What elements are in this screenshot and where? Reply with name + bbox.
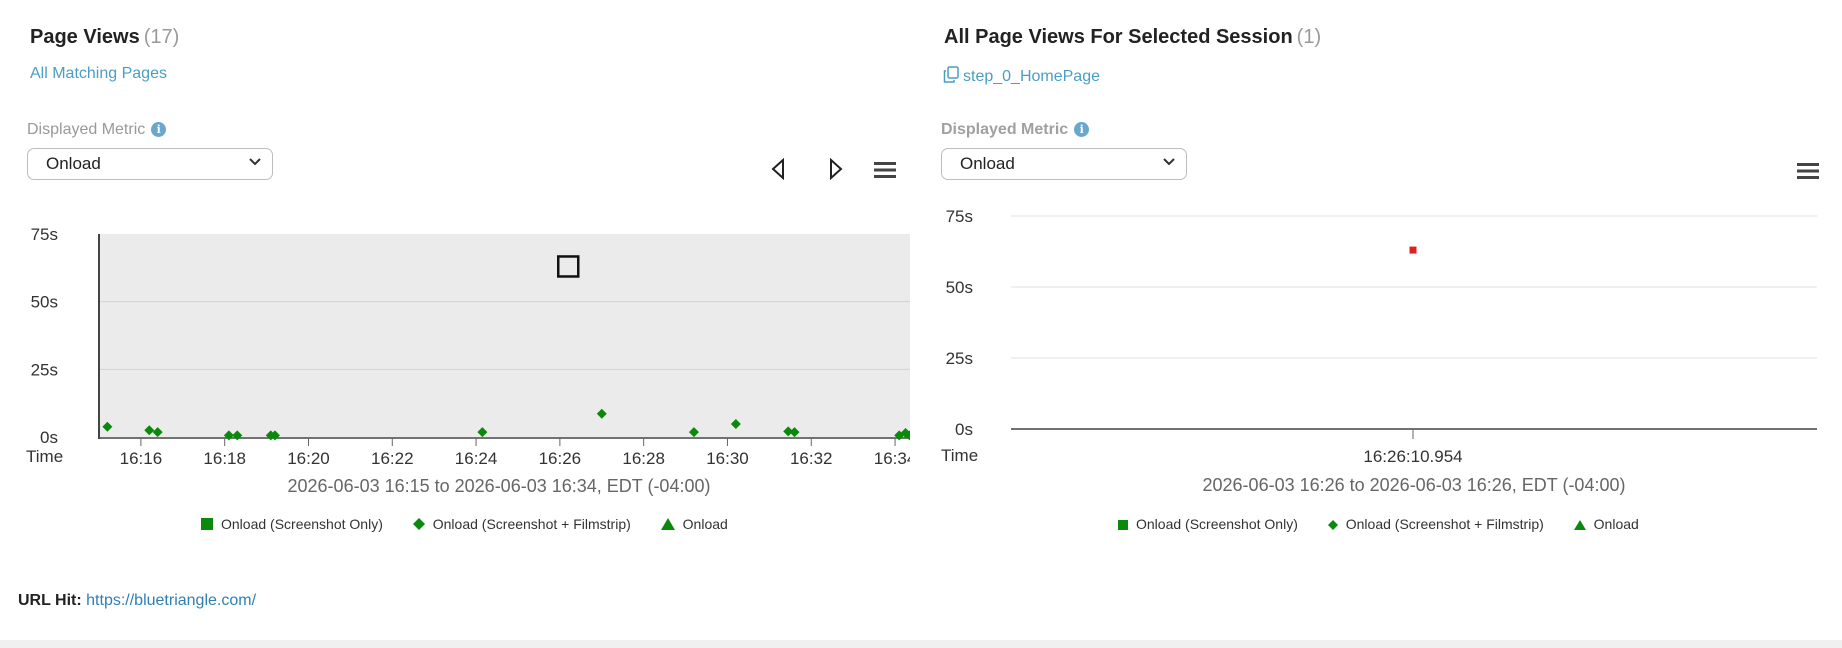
selected-data-point[interactable] (1409, 246, 1417, 254)
data-point-diamond[interactable] (152, 427, 163, 438)
session-page-views-count: (1) (1296, 26, 1322, 48)
legend-item-onload[interactable]: Onload (660, 516, 728, 532)
info-icon[interactable]: i (1074, 122, 1090, 137)
data-point-diamond[interactable] (904, 430, 910, 441)
legend-item-screenshot-filmstrip[interactable]: Onload (Screenshot + Filmstrip) (412, 516, 631, 532)
legend-label: Onload (Screenshot + Filmstrip) (1345, 516, 1544, 532)
y-tick-label: 0s (955, 420, 973, 439)
data-point-diamond[interactable] (223, 430, 234, 441)
diamond-marker-icon (1327, 520, 1338, 530)
x-tick-label: 16:24 (455, 449, 498, 468)
data-point-diamond[interactable] (596, 408, 607, 419)
page-views-title: Page Views (17) (30, 26, 179, 49)
selected-point-marker[interactable] (557, 255, 580, 278)
displayed-metric-label: Displayed Metric i (941, 121, 1090, 139)
all-matching-pages-link[interactable]: All Matching Pages (30, 65, 167, 82)
page-views-count: (17) (143, 26, 180, 48)
url-hit: URL Hit: https://bluetriangle.com/ (18, 592, 256, 610)
page-views-title-text: Page Views (30, 26, 140, 48)
x-tick-label: 16:32 (790, 449, 833, 468)
x-tick-label: 16:30 (706, 449, 749, 468)
step-link-text: step_0_HomePage (963, 68, 1100, 85)
legend-item-screenshot-only[interactable]: Onload (Screenshot Only) (201, 516, 383, 532)
data-point-diamond[interactable] (232, 430, 243, 441)
legend-item-screenshot-filmstrip[interactable]: Onload (Screenshot + Filmstrip) (1327, 516, 1544, 532)
page-views-panel: Page Views (17) All Matching Pages Displa… (0, 0, 910, 560)
triangle-marker-icon (1573, 520, 1586, 530)
next-arrow-icon[interactable] (828, 158, 844, 180)
x-axis-label: Time (26, 447, 63, 466)
x-tick-label: 16:26 (539, 449, 582, 468)
step-link[interactable]: step_0_HomePage (943, 66, 1100, 86)
data-point-diamond[interactable] (730, 419, 741, 430)
legend-item-screenshot-only[interactable]: Onload (Screenshot Only) (1118, 516, 1298, 532)
plot-band (99, 234, 910, 437)
legend-label: Onload (1593, 516, 1639, 532)
data-point-diamond[interactable] (144, 425, 155, 436)
previous-arrow-icon[interactable] (770, 158, 786, 180)
data-point-diamond[interactable] (269, 430, 280, 441)
triangle-marker-icon (660, 518, 675, 530)
legend-label: Onload (Screenshot + Filmstrip) (432, 516, 631, 532)
displayed-metric-label-text: Displayed Metric (27, 121, 146, 138)
y-tick-label: 75s (31, 225, 58, 244)
x-axis-label: Time (941, 446, 978, 465)
x-tick-label: 16:22 (371, 449, 414, 468)
displayed-metric-label-text: Displayed Metric (941, 121, 1069, 138)
chart-legend: Onload (Screenshot Only) Onload (Screens… (1118, 516, 1665, 532)
data-point-diamond[interactable] (102, 421, 113, 432)
displayed-metric-label: Displayed Metric i (27, 121, 167, 139)
x-tick-label: 16:18 (203, 449, 246, 468)
url-hit-label: URL Hit: (18, 592, 82, 609)
x-tick-label: 16:20 (287, 449, 330, 468)
x-tick-label: 16:28 (622, 449, 665, 468)
date-range-label: 2026-06-03 16:26 to 2026-06-03 16:26, ED… (1203, 475, 1626, 495)
square-marker-icon (1118, 520, 1128, 530)
metric-select-value: Onload (46, 154, 101, 173)
hamburger-menu-icon[interactable] (1797, 162, 1819, 180)
date-range-label: 2026-06-03 16:15 to 2026-06-03 16:34, ED… (288, 476, 711, 496)
page-views-chart[interactable]: 0s 25s 50s 75s 16:16 16:18 16:20 16:22 16:24 16:… (0, 0, 910, 500)
metric-select-value: Onload (960, 154, 1015, 173)
session-page-views-chart[interactable]: 0s 25s 50s 75s 16:26:10.954 Time 2026-06-03… (920, 0, 1842, 500)
data-point-diamond[interactable] (789, 427, 800, 438)
y-tick-label: 25s (31, 360, 58, 379)
y-tick-label: 25s (946, 349, 973, 368)
chart-legend: Onload (Screenshot Only) Onload (Screens… (201, 516, 754, 532)
copy-icon[interactable] (943, 66, 959, 83)
y-tick-label: 0s (40, 428, 58, 447)
url-hit-link[interactable]: https://bluetriangle.com/ (86, 592, 257, 609)
y-tick-label: 50s (31, 293, 58, 312)
session-page-views-panel: All Page Views For Selected Session (1) s… (920, 0, 1842, 560)
x-tick-label: 16:34 (874, 449, 910, 468)
square-marker-icon (201, 518, 213, 530)
y-tick-label: 50s (946, 278, 973, 297)
legend-label: Onload (Screenshot Only) (1136, 516, 1298, 532)
session-page-views-title: All Page Views For Selected Session (1) (944, 26, 1321, 49)
legend-item-onload[interactable]: Onload (1573, 516, 1639, 532)
chevron-down-icon (1163, 158, 1175, 166)
session-page-views-title-text: All Page Views For Selected Session (944, 26, 1293, 48)
data-point-diamond[interactable] (477, 427, 488, 438)
diamond-marker-icon (412, 518, 425, 530)
data-point-diamond[interactable] (783, 426, 794, 437)
legend-label: Onload (682, 516, 728, 532)
footer-bar (0, 640, 1842, 648)
metric-select[interactable]: Onload (941, 148, 1187, 180)
legend-label: Onload (Screenshot Only) (221, 516, 383, 532)
data-point-diamond[interactable] (688, 427, 699, 438)
y-tick-label: 75s (946, 207, 973, 226)
x-tick-label: 16:26:10.954 (1363, 447, 1462, 466)
hamburger-menu-icon[interactable] (874, 161, 896, 179)
chevron-down-icon (249, 158, 261, 166)
metric-select[interactable]: Onload (27, 148, 273, 180)
x-tick-label: 16:16 (120, 449, 163, 468)
info-icon[interactable]: i (151, 122, 167, 137)
